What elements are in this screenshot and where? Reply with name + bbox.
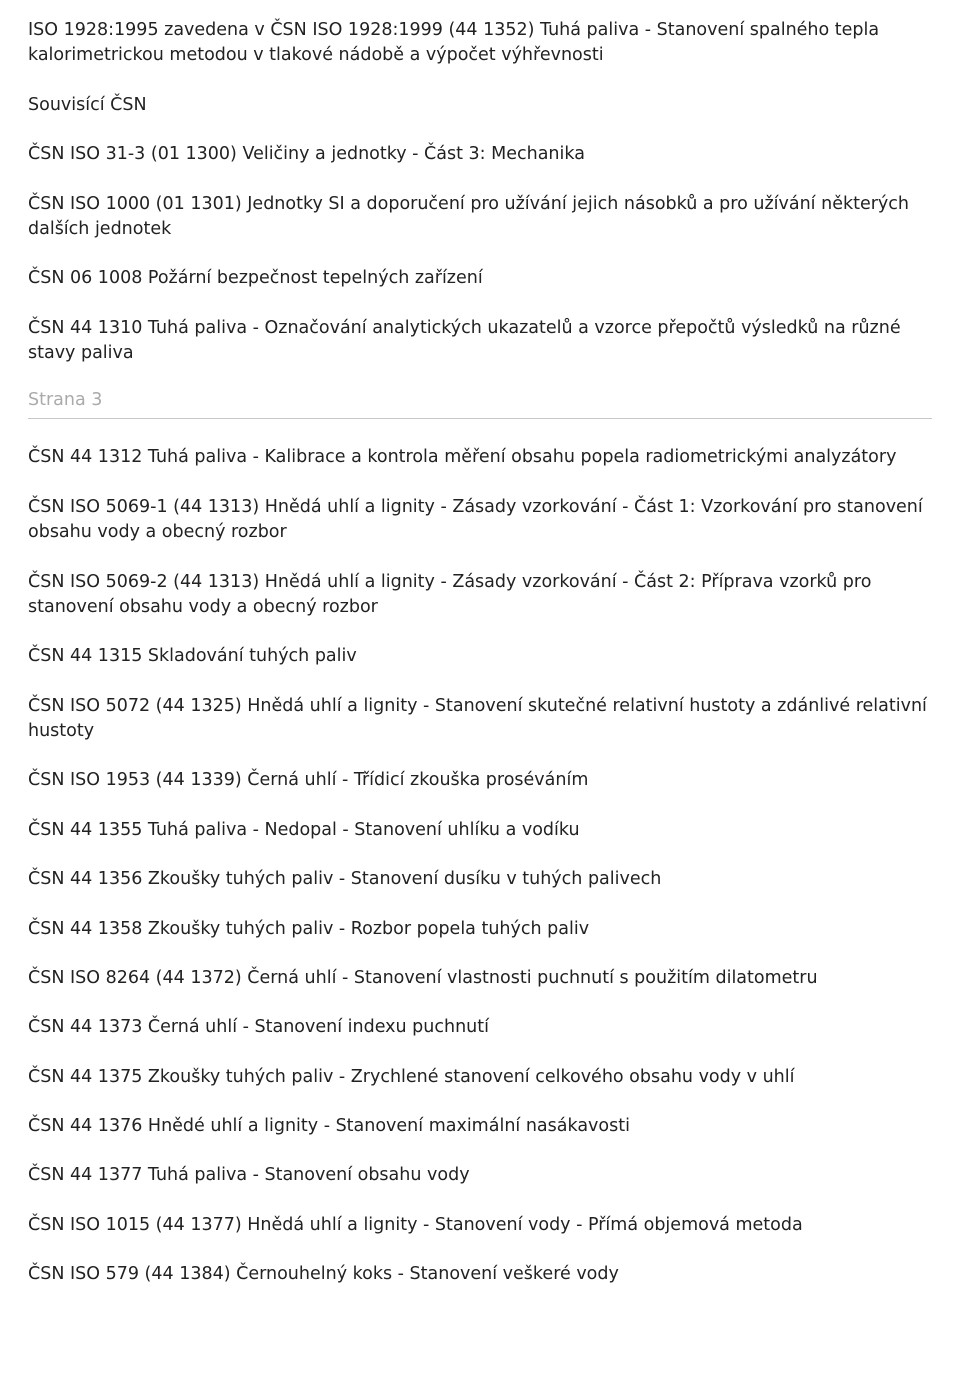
standard-reference: ČSN ISO 1015 (44 1377) Hnědá uhlí a lign…: [28, 1213, 932, 1238]
standard-reference: ČSN 44 1312 Tuhá paliva - Kalibrace a ko…: [28, 445, 932, 470]
standard-reference: ČSN ISO 1953 (44 1339) Černá uhlí - Tříd…: [28, 768, 932, 793]
section-divider: [28, 418, 932, 419]
standard-reference: ČSN 44 1358 Zkoušky tuhých paliv - Rozbo…: [28, 917, 932, 942]
standard-reference: ČSN ISO 5069-2 (44 1313) Hnědá uhlí a li…: [28, 570, 932, 621]
standard-reference: ČSN ISO 5069-1 (44 1313) Hnědá uhlí a li…: [28, 495, 932, 546]
standard-reference: ČSN 44 1375 Zkoušky tuhých paliv - Zrych…: [28, 1065, 932, 1090]
standard-reference: ČSN ISO 5072 (44 1325) Hnědá uhlí a lign…: [28, 694, 932, 745]
document-page: ISO 1928:1995 zavedena v ČSN ISO 1928:19…: [0, 0, 960, 1352]
standard-reference: ČSN ISO 8264 (44 1372) Černá uhlí - Stan…: [28, 966, 932, 991]
standard-reference: ČSN 44 1376 Hnědé uhlí a lignity - Stano…: [28, 1114, 932, 1139]
intro-paragraph: ČSN ISO 1000 (01 1301) Jednotky SI a dop…: [28, 192, 932, 243]
standard-reference: ČSN 44 1355 Tuhá paliva - Nedopal - Stan…: [28, 818, 932, 843]
standard-reference: ČSN 44 1356 Zkoušky tuhých paliv - Stano…: [28, 867, 932, 892]
standard-reference: ČSN 44 1315 Skladování tuhých paliv: [28, 644, 932, 669]
standard-reference: ČSN 44 1373 Černá uhlí - Stanovení index…: [28, 1015, 932, 1040]
page-number-label: Strana 3: [28, 390, 932, 410]
intro-paragraph: ISO 1928:1995 zavedena v ČSN ISO 1928:19…: [28, 18, 932, 69]
standard-reference: ČSN 44 1377 Tuhá paliva - Stanovení obsa…: [28, 1163, 932, 1188]
intro-paragraph: Souvisící ČSN: [28, 93, 932, 118]
intro-paragraph: ČSN ISO 31-3 (01 1300) Veličiny a jednot…: [28, 142, 932, 167]
intro-paragraph: ČSN 06 1008 Požární bezpečnost tepelných…: [28, 266, 932, 291]
standard-reference: ČSN ISO 579 (44 1384) Černouhelný koks -…: [28, 1262, 932, 1287]
intro-paragraph: ČSN 44 1310 Tuhá paliva - Označování ana…: [28, 316, 932, 367]
